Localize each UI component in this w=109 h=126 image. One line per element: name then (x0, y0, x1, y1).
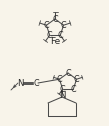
Text: C: C (57, 75, 62, 84)
Text: N: N (17, 78, 23, 87)
Text: C: C (65, 69, 71, 77)
Text: C: C (57, 31, 63, 40)
Text: C: C (52, 14, 58, 24)
Text: Fe: Fe (50, 37, 60, 45)
Text: C: C (74, 75, 79, 84)
Text: N: N (59, 91, 65, 101)
Text: C: C (60, 85, 66, 94)
Text: C: C (71, 85, 76, 94)
Text: C: C (61, 21, 66, 30)
Text: C: C (33, 78, 39, 87)
Text: C: C (47, 31, 53, 40)
Text: C: C (44, 21, 49, 30)
